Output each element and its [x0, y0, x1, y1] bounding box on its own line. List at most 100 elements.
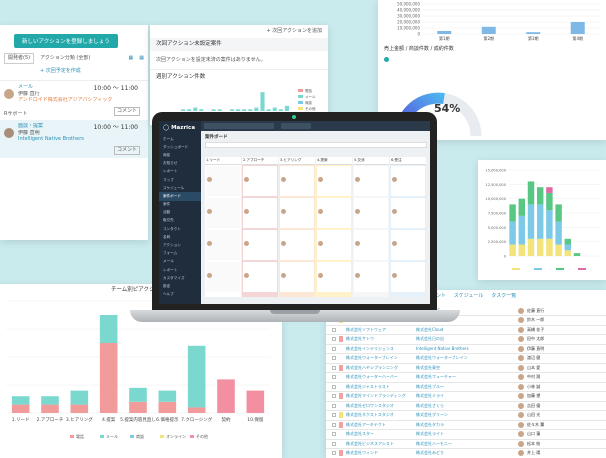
table-row[interactable]: 株式会社ハヤシプランニング 株式会社青空 山本 愛 — [326, 364, 606, 373]
checkbox[interactable] — [332, 422, 336, 427]
row-company[interactable]: 株式会社ウォーターブレイン — [416, 355, 468, 361]
row-company[interactable]: Intelligent Native Brothers — [416, 346, 469, 352]
deal-card[interactable] — [391, 262, 425, 292]
sidebar-item[interactable]: ダッシュボード — [163, 144, 189, 149]
deal-card[interactable] — [354, 230, 388, 260]
row-company[interactable]: 株式会社タカラ — [416, 421, 444, 427]
item-company[interactable]: Intelligent Native Brothers — [18, 136, 84, 142]
row-name[interactable]: 株式会社ソフトウェア — [346, 326, 386, 332]
row-name[interactable]: 株式会社ゼロワンスタジオ — [346, 402, 394, 408]
deal-card[interactable] — [280, 230, 314, 260]
tab-tasks[interactable]: タスク一覧 — [491, 293, 516, 299]
row-company[interactable]: 株式会社みどり — [416, 450, 444, 456]
deal-card[interactable] — [280, 166, 314, 196]
row-company[interactable]: 株式会社さくら — [416, 402, 444, 408]
table-row[interactable]: 株式会社ビジネスアシスト 株式会社ハーモニー 松本 結 — [326, 440, 606, 449]
deal-card[interactable] — [354, 198, 388, 228]
checkbox[interactable] — [332, 327, 336, 332]
table-row[interactable]: 株式会社インテリジェンス Intelligent Native Brothers 伊… — [326, 345, 606, 354]
tab-schedule[interactable]: スケジュール — [453, 293, 484, 299]
deal-card[interactable] — [243, 166, 277, 196]
deal-card[interactable] — [354, 166, 388, 196]
item-company[interactable]: アンドロイド株式会社アジアパシフィック — [18, 97, 113, 103]
deal-card[interactable] — [317, 198, 351, 228]
deal-card[interactable] — [243, 230, 277, 260]
row-name[interactable]: 株式会社スター — [346, 431, 374, 437]
table-row[interactable]: 株式会社マインドブランディング 株式会社ミライ 加藤 望 — [326, 392, 606, 402]
row-company[interactable]: 株式会社日の出 — [416, 336, 444, 342]
search-input[interactable] — [204, 123, 274, 129]
row-company[interactable]: 株式会社ハーモニー — [416, 440, 452, 446]
checkbox[interactable] — [332, 413, 336, 418]
filter-label[interactable]: アクション分類 (全部) — [40, 55, 91, 61]
calendar-icon[interactable]: ▦ — [128, 55, 134, 61]
sidebar-item[interactable]: 案件ボード — [159, 192, 201, 201]
sidebar-item[interactable]: 商談 — [163, 152, 171, 157]
add-next-action-link[interactable]: + 次回アクションを追加 — [266, 28, 322, 34]
deal-card[interactable] — [206, 230, 240, 260]
deal-card[interactable] — [391, 230, 425, 260]
checkbox[interactable] — [332, 337, 336, 342]
new-action-button[interactable]: 新しいアクションを登録しましょう — [14, 34, 118, 48]
table-row[interactable]: 株式会社ウォーターブレイン 株式会社ウォーターブレイン 渡辺 健 — [326, 354, 606, 364]
deal-card[interactable] — [317, 166, 351, 196]
table-row[interactable]: 株式会社ソフトウェア 株式会社Cloud 高橋 花子 — [326, 326, 606, 335]
checkbox[interactable] — [332, 403, 336, 408]
comment-badge[interactable]: コメント — [113, 146, 140, 155]
deal-card[interactable] — [354, 262, 388, 292]
checkbox[interactable] — [332, 441, 336, 446]
checkbox[interactable] — [332, 375, 336, 380]
row-name[interactable]: 株式会社ビジネスアシスト — [346, 440, 394, 446]
row-company[interactable]: 株式会社フューチャー — [416, 374, 456, 380]
deal-card[interactable] — [317, 262, 351, 292]
checkbox[interactable] — [332, 365, 336, 370]
row-company[interactable]: 株式会社グリーン — [416, 412, 448, 418]
action-item-2[interactable]: 面談・提案 伊藤 直明 Intelligent Native Brothers … — [0, 120, 148, 158]
deal-card[interactable] — [243, 262, 277, 292]
checkbox[interactable] — [332, 432, 336, 437]
checkbox[interactable] — [332, 394, 336, 399]
sidebar-item[interactable]: 取引先 — [163, 218, 174, 223]
sidebar-item[interactable]: メール — [163, 259, 174, 264]
row-name[interactable]: 株式会社ウォーターハーバー — [346, 374, 398, 380]
sidebar-item[interactable]: ホーム — [163, 136, 174, 141]
table-row[interactable]: 株式会社ゼロワンスタジオ 株式会社さくら 吉田 優 — [326, 402, 606, 411]
deal-card[interactable] — [280, 262, 314, 292]
row-name[interactable]: 株式会社ネクストスタジオ — [346, 412, 394, 418]
checkbox[interactable] — [332, 346, 336, 351]
sidebar-item[interactable]: マップ — [163, 177, 174, 182]
row-name[interactable]: 株式会社インテリジェンス — [346, 345, 394, 351]
deal-card[interactable] — [391, 198, 425, 228]
row-name[interactable]: 株式会社サトウ — [346, 336, 374, 342]
sidebar-item[interactable]: レポート — [163, 267, 178, 272]
row-company[interactable]: 株式会社ライト — [416, 431, 444, 437]
table-row[interactable]: 株式会社アーキテクト 株式会社タカラ 佐々木 翼 — [326, 421, 606, 430]
checkbox[interactable] — [332, 356, 336, 361]
sidebar-item[interactable]: カスタマイズ — [163, 275, 185, 280]
row-company[interactable]: 株式会社ミライ — [416, 393, 444, 399]
row-name[interactable]: 株式会社ウィンド — [346, 450, 378, 456]
sidebar-item[interactable]: 名刺 — [163, 234, 171, 239]
deal-card[interactable] — [206, 198, 240, 228]
sidebar-item[interactable]: レポート — [163, 169, 178, 174]
deal-card[interactable] — [243, 198, 277, 228]
sidebar-item[interactable]: 設定 — [163, 283, 171, 288]
sidebar-item[interactable]: フォーム — [163, 251, 178, 256]
sidebar-item[interactable]: アクション — [163, 243, 181, 248]
pill[interactable]: 開発者(5) — [4, 53, 35, 64]
row-company[interactable]: 株式会社ブルー — [416, 383, 444, 389]
sidebar-item[interactable]: 活動 — [163, 210, 171, 215]
action-item-1[interactable]: メール 伊藤 直行 アンドロイド株式会社アジアパシフィック 10:00 ～ 11… — [0, 80, 148, 117]
sidebar-item[interactable]: コンタクト — [163, 226, 181, 231]
checkbox[interactable] — [332, 384, 336, 389]
sidebar-item[interactable]: スケジュール — [163, 185, 185, 190]
table-row[interactable]: 株式会社スター 株式会社ライト 山口 蓮 — [326, 430, 606, 440]
row-name[interactable]: 株式会社アーキテクト — [346, 421, 386, 427]
deal-card[interactable] — [317, 230, 351, 260]
comment-badge[interactable]: コメント — [113, 107, 140, 116]
row-name[interactable]: 株式会社マインドブランディング — [346, 393, 406, 399]
sidebar-item[interactable]: 案件 — [163, 202, 171, 207]
deal-card[interactable] — [206, 166, 240, 196]
filter-input[interactable] — [281, 123, 311, 129]
table-row[interactable]: 株式会社ネクストスタジオ 株式会社グリーン 山田 光 — [326, 411, 606, 421]
